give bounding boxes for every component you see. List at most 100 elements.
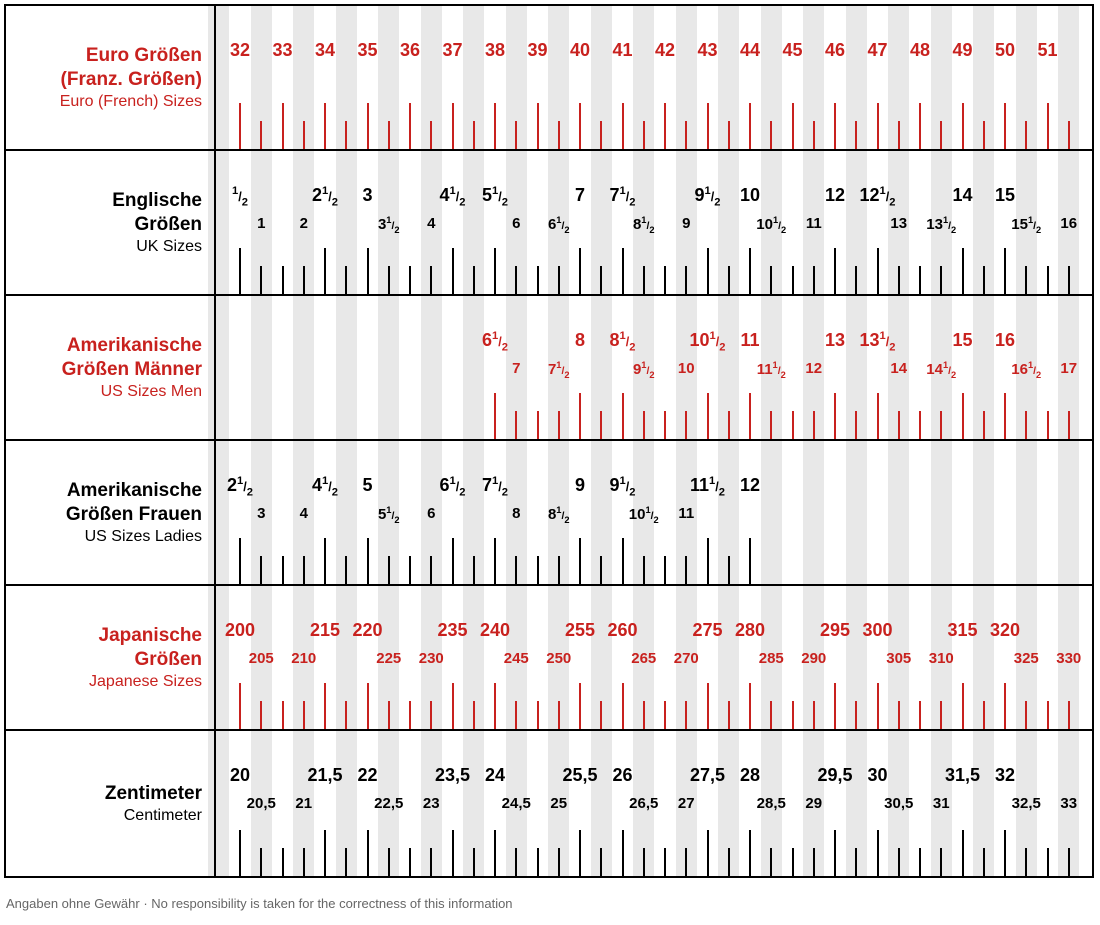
tick xyxy=(813,848,815,876)
tick xyxy=(962,103,964,149)
tick xyxy=(345,121,347,149)
row-title: Euro Größen(Franz. Größen) xyxy=(61,44,202,92)
tick xyxy=(664,266,666,294)
tick xyxy=(1025,411,1027,439)
tick xyxy=(558,701,560,729)
tick xyxy=(345,701,347,729)
tick xyxy=(558,266,560,294)
row-label-jp: JapanischeGrößenJapanese Sizes xyxy=(6,586,216,729)
tick-label: 1 xyxy=(257,215,265,232)
tick xyxy=(452,683,454,729)
tick-label: 300 xyxy=(862,620,892,641)
tick xyxy=(452,248,454,294)
tick xyxy=(940,701,942,729)
tick-label: 71/2 xyxy=(610,185,636,209)
tick xyxy=(813,266,815,294)
tick-label: 41 xyxy=(612,40,632,61)
tick xyxy=(983,411,985,439)
tick-label: 11 xyxy=(678,505,694,522)
tick xyxy=(303,848,305,876)
tick xyxy=(430,121,432,149)
row-label-euro: Euro Größen(Franz. Größen)Euro (French) … xyxy=(6,6,216,149)
tick xyxy=(452,538,454,584)
tick-label: 33 xyxy=(1060,795,1077,812)
tick xyxy=(282,266,284,294)
tick xyxy=(303,556,305,584)
tick xyxy=(834,103,836,149)
tick xyxy=(409,701,411,729)
tick xyxy=(239,538,241,584)
tick-label: 101/2 xyxy=(756,215,786,235)
tick xyxy=(260,701,262,729)
tick-label: 111/2 xyxy=(690,475,725,499)
tick xyxy=(537,556,539,584)
tick xyxy=(707,538,709,584)
tick-label: 61/2 xyxy=(482,330,508,354)
tick xyxy=(728,848,730,876)
tick xyxy=(579,393,581,439)
tick xyxy=(367,683,369,729)
tick-label: 49 xyxy=(952,40,972,61)
tick xyxy=(792,701,794,729)
tick xyxy=(282,103,284,149)
tick-label: 28 xyxy=(740,765,760,786)
tick-label: 20,5 xyxy=(247,795,276,812)
tick xyxy=(749,538,751,584)
tick-label: 91/2 xyxy=(633,360,655,380)
tick-label: 16 xyxy=(1060,215,1077,232)
tick xyxy=(537,266,539,294)
tick-label: 39 xyxy=(527,40,547,61)
tick xyxy=(622,248,624,294)
tick-label: 44 xyxy=(740,40,760,61)
tick xyxy=(537,701,539,729)
row-label-us-men: AmerikanischeGrößen MännerUS Sizes Men xyxy=(6,296,216,439)
tick xyxy=(600,121,602,149)
tick-label: 34 xyxy=(315,40,335,61)
tick-label: 285 xyxy=(759,650,784,667)
tick-label: 265 xyxy=(631,650,656,667)
tick xyxy=(834,248,836,294)
tick-label: 3 xyxy=(257,505,265,522)
tick xyxy=(685,266,687,294)
tick xyxy=(622,830,624,876)
tick xyxy=(855,266,857,294)
tick-label: 27,5 xyxy=(690,765,725,786)
tick-label: 71/2 xyxy=(548,360,570,380)
tick xyxy=(622,538,624,584)
tick-label: 210 xyxy=(291,650,316,667)
tick xyxy=(324,683,326,729)
tick-label: 71/2 xyxy=(482,475,508,499)
tick xyxy=(792,266,794,294)
tick xyxy=(409,103,411,149)
tick xyxy=(494,248,496,294)
tick-label: 255 xyxy=(565,620,595,641)
tick xyxy=(1025,701,1027,729)
tick xyxy=(940,411,942,439)
tick xyxy=(494,393,496,439)
tick-label: 32,5 xyxy=(1012,795,1041,812)
tick xyxy=(303,266,305,294)
tick xyxy=(473,556,475,584)
tick-label: 8 xyxy=(512,505,520,522)
tick xyxy=(515,848,517,876)
tick xyxy=(962,393,964,439)
tick-label: 40 xyxy=(570,40,590,61)
tick xyxy=(409,266,411,294)
tick-label: 275 xyxy=(692,620,722,641)
tick-label: 7 xyxy=(575,185,585,206)
tick-label: 81/2 xyxy=(633,215,655,235)
tick xyxy=(345,848,347,876)
tick-label: 101/2 xyxy=(690,330,726,354)
tick-label: 260 xyxy=(607,620,637,641)
tick xyxy=(664,103,666,149)
tick xyxy=(749,830,751,876)
tick-label: 7 xyxy=(512,360,520,377)
tick xyxy=(792,103,794,149)
footer-text: Angaben ohne Gewähr · No responsibility … xyxy=(0,882,1100,925)
tick-label: 240 xyxy=(480,620,510,641)
tick xyxy=(515,556,517,584)
tick xyxy=(940,121,942,149)
tick xyxy=(1025,121,1027,149)
tick-label: 230 xyxy=(419,650,444,667)
tick-label: 91/2 xyxy=(695,185,721,209)
